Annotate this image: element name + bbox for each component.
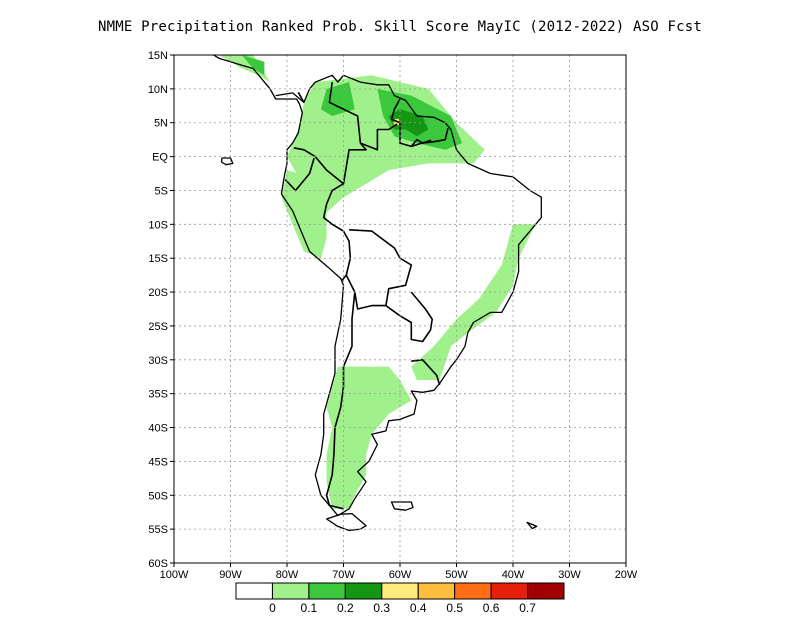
skill-region-5	[326, 366, 412, 509]
lat-tick-label: 55S	[148, 524, 168, 536]
lat-tick-label: 30S	[148, 355, 168, 367]
coastlines	[213, 54, 542, 532]
lon-tick-label: 40W	[502, 569, 525, 581]
island-2	[390, 501, 414, 511]
lat-tick-label: 60S	[148, 558, 168, 570]
lat-tick-label: 50S	[148, 490, 168, 502]
island-3	[220, 157, 234, 166]
lon-tick-label: 60W	[389, 569, 412, 581]
island-1	[325, 512, 367, 532]
lat-tick-label: 5S	[155, 185, 168, 197]
lat-tick-label: 40S	[148, 423, 168, 435]
colorbar-swatch	[235, 582, 273, 600]
lat-tick-label: 45S	[148, 456, 168, 468]
colorbar-label: 0.2	[337, 601, 354, 615]
colorbar-swatch	[344, 582, 383, 600]
country-borders	[284, 81, 449, 510]
colorbar-swatch	[490, 582, 529, 600]
grid-lines	[174, 55, 626, 563]
colorbar-swatch	[271, 582, 310, 600]
lon-tick-label: 70W	[332, 569, 355, 581]
lat-tick-label: 35S	[148, 389, 168, 401]
lat-tick-label: 10S	[148, 219, 168, 231]
colorbar: 0 0.1 0.2 0.3 0.4 0.5 0.6 0.7	[235, 582, 565, 615]
colorbar-swatch	[381, 582, 419, 600]
colorbar-swatch	[527, 582, 565, 600]
colorbar-label: 0.7	[519, 601, 536, 615]
lon-tick-label: 90W	[219, 569, 242, 581]
border-3	[345, 229, 413, 310]
lat-tick-label: 25S	[148, 321, 168, 333]
colorbar-swatch	[417, 582, 456, 600]
skill-region-2	[281, 170, 327, 259]
lat-tick-label: EQ	[152, 152, 168, 164]
colorbar-label: 0	[269, 601, 276, 615]
colorbar-label: 0.4	[410, 601, 427, 615]
lat-tick-label: 10N	[148, 84, 168, 96]
lon-tick-label: 50W	[445, 569, 468, 581]
colorbar-swatch	[454, 582, 492, 600]
lon-tick-label: 30W	[558, 569, 581, 581]
lat-tick-label: 15S	[148, 253, 168, 265]
axis-ticks: 15N 10N 5N EQ 5S 10S 15S 20S 25S 30S 35S 40S 45S 50S 5…	[148, 50, 638, 581]
skill-shading	[219, 55, 536, 509]
border-9	[360, 123, 398, 151]
chart-title: NMME Precipitation Ranked Prob. Skill Sc…	[97, 19, 702, 35]
colorbar-label: 0.3	[373, 601, 390, 615]
border-4	[325, 292, 356, 510]
border-5	[385, 291, 434, 343]
lon-tick-label: 100W	[160, 569, 189, 581]
border-8	[411, 139, 432, 148]
lon-tick-label: 80W	[276, 569, 299, 581]
colorbar-swatch	[308, 582, 346, 600]
border-1	[293, 81, 367, 185]
colorbar-label: 0.6	[483, 601, 500, 615]
skill-region-4	[411, 224, 536, 381]
border-11	[297, 91, 305, 103]
lat-tick-label: 5N	[154, 118, 168, 130]
lat-tick-label: 15N	[148, 50, 168, 62]
colorbar-label: 0.1	[301, 601, 318, 615]
colorbar-label: 0.5	[446, 601, 463, 615]
south-america-coast	[213, 54, 542, 517]
skill-region-8	[241, 55, 265, 76]
skill-region-6	[320, 82, 355, 116]
lon-tick-label: 20W	[615, 569, 638, 581]
border-2	[322, 183, 352, 282]
border-6	[411, 358, 441, 386]
border-10	[284, 157, 315, 192]
lat-tick-label: 20S	[148, 287, 168, 299]
island-4	[526, 521, 538, 530]
